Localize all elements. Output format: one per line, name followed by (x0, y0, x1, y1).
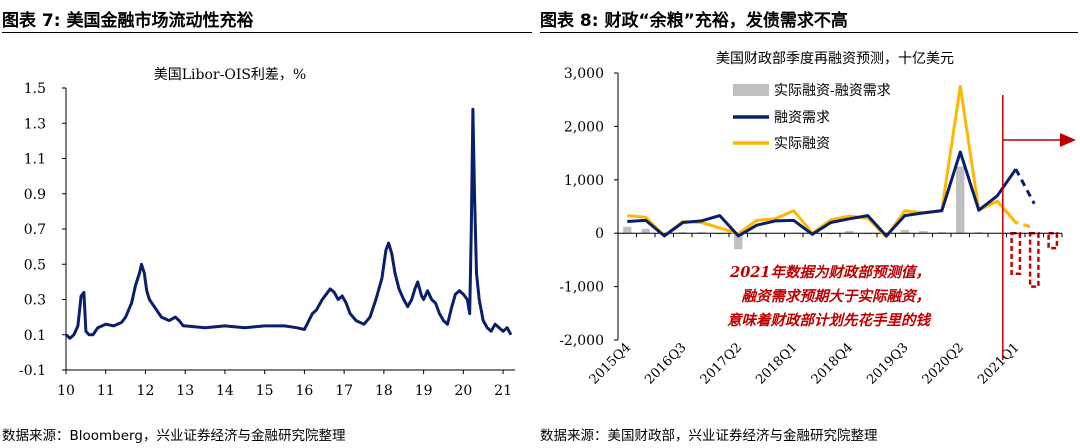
x-tick-label: 2016Q3 (642, 340, 689, 387)
x-tick-label: 13 (176, 383, 194, 399)
financing-demand-projection (1014, 168, 1036, 205)
diff-bar (641, 228, 650, 234)
y-tick-label: 0 (595, 226, 604, 242)
figure-label: 图表 8: (540, 11, 599, 31)
projected-diff-bar (1010, 231, 1022, 276)
diff-bar (678, 232, 687, 234)
y-tick-label: 1.5 (24, 81, 46, 97)
chart-title: 美国Libor-OIS利差，% (154, 67, 307, 83)
y-tick-label: 1.3 (24, 116, 46, 132)
x-tick-label: 2017Q2 (698, 340, 745, 387)
legend-label: 融资需求 (774, 110, 830, 126)
x-tick-label: 15 (256, 383, 274, 399)
annotation-line: 融资需求预期大于实际融资， (742, 288, 931, 305)
projected-diff-bar (1047, 231, 1059, 250)
x-tick-label: 2021Q1 (975, 340, 1022, 387)
diff-bar (919, 231, 928, 234)
x-tick-label: 12 (137, 383, 155, 399)
x-tick-label: 2019Q3 (864, 340, 911, 387)
x-tick-label: 10 (57, 383, 75, 399)
x-tick-label: 18 (375, 383, 393, 399)
projected-diff-bar (1028, 231, 1040, 288)
x-tick-label: 2020Q2 (920, 340, 967, 387)
diff-bar (826, 233, 835, 235)
x-tick-label: 20 (454, 383, 472, 399)
legend-swatch (733, 84, 769, 96)
x-tick-label: 17 (335, 383, 353, 399)
diff-bar (956, 166, 965, 234)
diff-bar (734, 233, 743, 250)
diff-bar (863, 233, 872, 235)
diff-bar (623, 226, 632, 234)
y-tick-label: 1.1 (24, 152, 46, 168)
figure-title: 美国金融市场流动性充裕 (66, 11, 254, 31)
diff-bar (697, 232, 706, 234)
refinancing-chart: 美国财政部季度再融资预测，十亿美元 3,000 2,000 1,000 0 -1,000 -… (559, 51, 1076, 388)
y-tick-label: 0.3 (24, 293, 46, 309)
diff-bar (900, 229, 909, 234)
chart-title: 美国财政部季度再融资预测，十亿美元 (716, 51, 954, 67)
libor-ois-chart: 美国Libor-OIS利差，% 1.5 1.3 1.1 0.9 0.7 0.5 0.3 0.1 -… (19, 67, 515, 399)
y-tick-label: 1,000 (564, 173, 604, 189)
forecast-arrow-head (1060, 133, 1076, 147)
x-tick-label: 11 (97, 383, 115, 399)
annotation-line: 意味着财政部计划先花手里的钱 (727, 312, 931, 329)
panel-left-title: 图表 7: 美国金融市场流动性充裕 (2, 6, 253, 31)
y-tick-label: 0.7 (24, 222, 46, 238)
legend-label: 实际融资 (774, 136, 830, 152)
figure-label: 图表 7: (2, 11, 61, 31)
diff-bar (715, 233, 724, 235)
financing-demand-line (627, 150, 1018, 238)
y-tick-label: 2,000 (564, 119, 604, 135)
x-tick-label: 21 (494, 383, 512, 399)
x-tick-label: 19 (415, 383, 433, 399)
x-tick-label: 16 (295, 383, 313, 399)
diff-bar (752, 233, 761, 235)
diff-bar (974, 232, 983, 234)
y-tick-label: 0.9 (24, 187, 46, 203)
x-tick-label: 2018Q1 (753, 340, 800, 387)
actual-financing-projection (996, 200, 1035, 230)
y-tick-label: 0.1 (24, 328, 46, 344)
panel-right-title: 图表 8: 财政“余粮”充裕，发债需求不高 (540, 6, 848, 31)
x-tick-label: 14 (216, 383, 234, 399)
diff-bar (845, 231, 854, 234)
source-note: 数据来源：美国财政部，兴业证券经济与金融研究院整理 (540, 428, 878, 444)
y-tick-label: 3,000 (564, 66, 604, 82)
x-tick-label: 2018Q4 (809, 340, 856, 387)
source-note: 数据来源：Bloomberg，兴业证券经济与金融研究院整理 (2, 428, 346, 444)
annotation-line: 2021年数据为财政部预测值， (729, 264, 930, 281)
y-tick-label: -2,000 (559, 333, 604, 349)
y-tick-label: 0.5 (24, 257, 46, 273)
figure-title: 财政“余粮”充裕，发债需求不高 (604, 11, 848, 31)
title-rule (540, 32, 1078, 33)
y-tick-label: -0.1 (19, 363, 46, 379)
y-tick-label: -1,000 (559, 280, 604, 296)
legend-label: 实际融资-融资需求 (774, 83, 891, 99)
title-rule (2, 32, 532, 33)
spread-line (65, 107, 513, 340)
diff-bar (937, 232, 946, 234)
